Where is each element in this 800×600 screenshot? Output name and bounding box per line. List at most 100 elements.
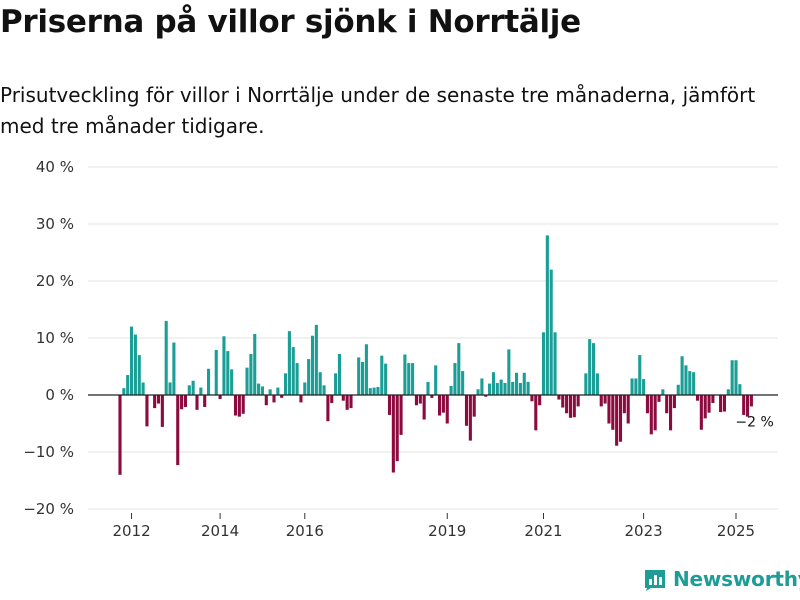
bar xyxy=(726,389,730,395)
bar xyxy=(207,368,211,395)
y-tick-label: −20 % xyxy=(23,500,74,518)
bar xyxy=(672,395,676,409)
bar xyxy=(499,379,503,395)
bar xyxy=(141,382,145,395)
bar xyxy=(669,395,673,431)
y-tick-label: 10 % xyxy=(36,329,74,347)
bar xyxy=(599,395,603,407)
bar xyxy=(491,372,495,395)
brand-name: Newsworthy xyxy=(673,567,800,591)
bar xyxy=(130,326,134,395)
bar xyxy=(707,395,711,413)
bar xyxy=(272,395,276,403)
bar xyxy=(156,395,161,404)
bar xyxy=(645,395,649,414)
bar xyxy=(622,395,626,414)
bar xyxy=(303,382,307,395)
bar xyxy=(615,395,619,446)
bar xyxy=(284,373,288,395)
bar xyxy=(676,384,680,395)
x-tick-label: 2023 xyxy=(625,522,663,540)
x-tick-label: 2012 xyxy=(112,522,150,540)
bar xyxy=(334,373,338,395)
bar xyxy=(526,381,530,395)
y-tick-label: 30 % xyxy=(36,215,74,233)
bar xyxy=(595,373,599,395)
bar xyxy=(638,355,642,395)
bar xyxy=(172,342,176,395)
bar xyxy=(380,355,384,395)
bar xyxy=(511,381,515,395)
bar xyxy=(268,389,272,395)
bar xyxy=(476,389,480,395)
bar xyxy=(730,360,734,395)
bar xyxy=(137,355,141,395)
bar xyxy=(422,395,426,420)
bar xyxy=(287,331,291,395)
bar xyxy=(399,395,403,435)
grid-layer xyxy=(88,166,778,510)
bar xyxy=(191,380,195,395)
bar xyxy=(592,343,596,395)
bar xyxy=(545,235,549,395)
bar xyxy=(738,384,742,395)
bar xyxy=(684,365,688,395)
bar xyxy=(314,324,318,395)
bar xyxy=(233,395,238,416)
bar xyxy=(695,395,700,401)
bar xyxy=(295,363,299,395)
bar xyxy=(214,349,218,395)
x-tick-label: 2016 xyxy=(286,522,324,540)
bar xyxy=(326,395,330,422)
bar xyxy=(692,372,696,395)
bar xyxy=(572,395,576,418)
bar xyxy=(145,395,149,427)
bar xyxy=(395,395,399,462)
bar xyxy=(495,383,499,395)
bar xyxy=(160,395,164,427)
bar xyxy=(515,372,519,395)
bar xyxy=(237,395,241,417)
bar xyxy=(699,395,703,430)
bar xyxy=(407,363,411,395)
bar xyxy=(364,344,368,395)
bar xyxy=(568,395,572,418)
bar xyxy=(549,269,553,395)
bar xyxy=(253,334,257,395)
bar xyxy=(403,354,407,395)
bar xyxy=(245,367,249,395)
bar xyxy=(183,395,187,407)
bar xyxy=(438,395,442,416)
bar xyxy=(199,387,203,395)
bar xyxy=(322,385,326,395)
bar xyxy=(180,395,184,410)
bar xyxy=(665,395,669,414)
bar xyxy=(584,373,588,395)
bar xyxy=(488,383,492,395)
bar xyxy=(719,395,723,413)
chart-title: Priserna på villor sjönk i Norrtälje xyxy=(0,4,581,40)
bar xyxy=(557,395,561,400)
bar xyxy=(445,395,449,424)
bar xyxy=(461,371,465,395)
bar xyxy=(618,395,623,442)
bar xyxy=(576,395,580,407)
bar xyxy=(376,387,380,395)
bar xyxy=(260,386,264,395)
bar xyxy=(349,395,353,409)
bar xyxy=(530,395,534,402)
axis-layer: 40 % 30 % 20 % 10 % 0 % −10 % −20 % 2012 2014 201… xyxy=(23,158,778,540)
bar xyxy=(291,347,295,395)
bar xyxy=(357,357,361,395)
bar xyxy=(249,353,253,395)
bar xyxy=(711,395,715,403)
bar xyxy=(153,395,157,409)
bar xyxy=(411,363,415,395)
bar xyxy=(118,395,122,475)
bar xyxy=(607,395,611,424)
bar xyxy=(541,332,546,395)
bar xyxy=(534,395,538,431)
bar xyxy=(330,395,334,403)
bar xyxy=(680,356,684,395)
